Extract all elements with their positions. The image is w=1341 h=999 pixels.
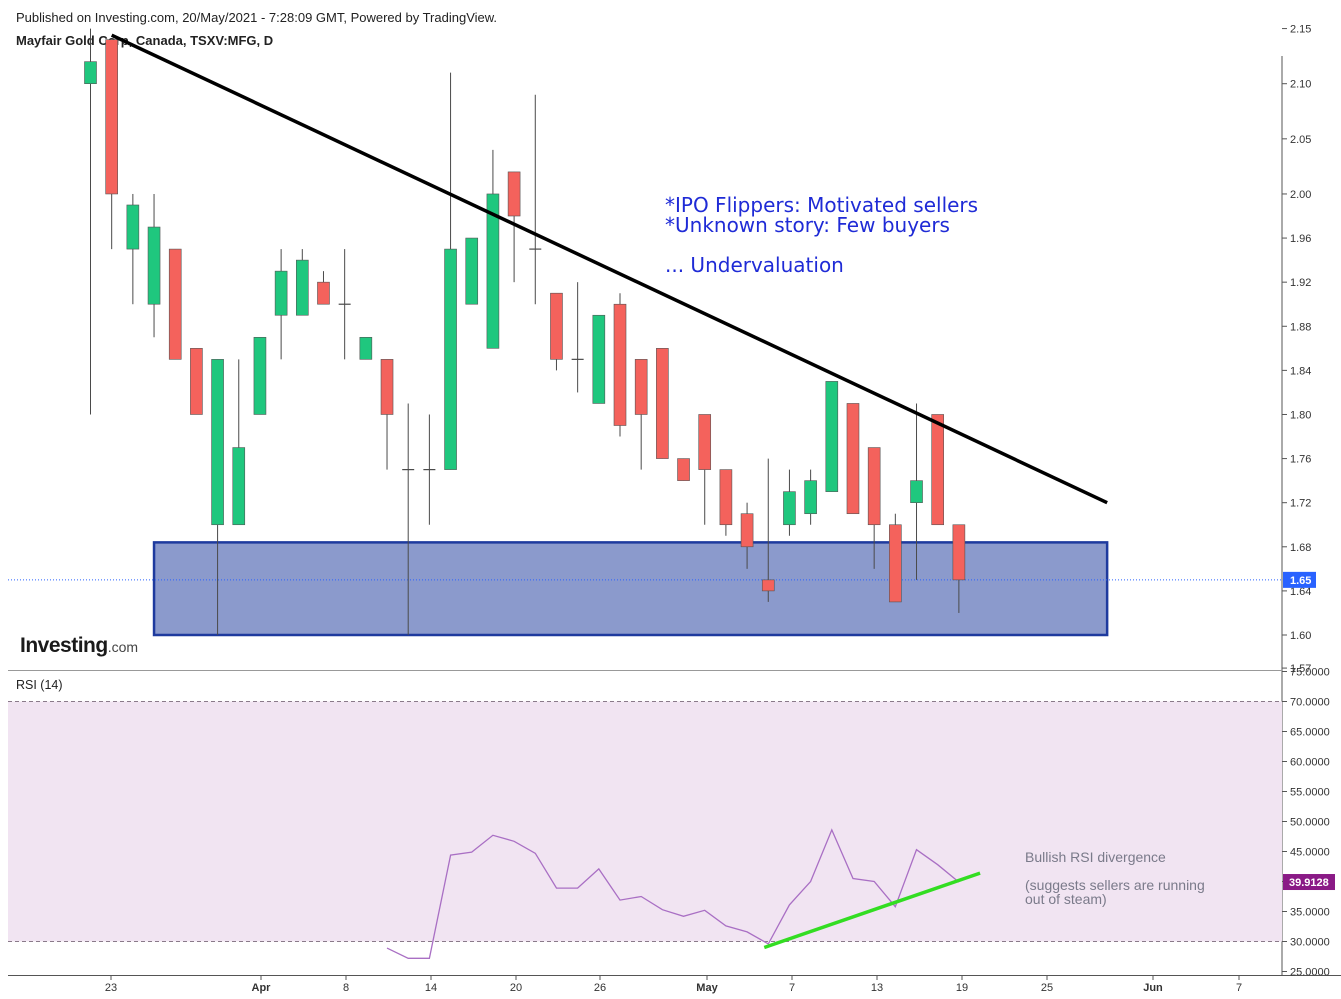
candle-up [783,491,796,526]
time-tick-label: 25 [1041,982,1053,994]
rsi-annotation: Bullish RSI divergence [1025,849,1166,865]
support-zone-box [152,541,1109,637]
time-tick-label: 23 [105,982,117,994]
rsi-tick-label: 30.0000 [1290,937,1330,949]
price-tick-label: 1.76 [1290,454,1311,466]
current-price-badge [1283,571,1316,588]
published-caption: Published on Investing.com, 20/May/2021 … [16,10,498,25]
candle-up [444,248,457,470]
time-tick-label: May [696,982,718,994]
candle-up [147,226,161,305]
candle-up [295,259,309,316]
price-tick-label: 2.10 [1290,79,1311,91]
downtrend-line [110,33,1108,505]
candle-down [380,359,394,415]
rsi-tick-label: 25.0000 [1290,967,1330,979]
candle-down [698,414,712,470]
current-price-label: 1.65 [1290,575,1311,587]
chart-title: Mayfair Gold Corp, Canada, TSXV:MFG, D [16,33,274,48]
price-tick-label: 1.92 [1290,277,1311,289]
price-tick-label: 1.68 [1290,542,1311,554]
rsi-tick-label: 75.0000 [1290,667,1330,679]
time-tick-label: 7 [1236,982,1242,994]
rsi-tick-label: 35.0000 [1290,907,1330,919]
candle-down [719,469,733,526]
chart-annotation: *IPO Flippers: Motivated sellers [665,193,978,217]
candle-up [825,381,839,492]
candle-up [253,336,267,415]
candle-up [465,237,479,305]
candle-down [507,171,521,217]
candle-down [634,359,648,415]
candle-down [168,248,182,360]
rsi-current-label: 39.9128 [1289,877,1329,889]
price-tick-label: 1.96 [1290,233,1311,245]
time-tick-label: 26 [594,982,606,994]
rsi-pane-title: RSI (14) [16,678,63,692]
rsi-tick-label: 55.0000 [1290,787,1330,799]
chart-annotation: ... Undervaluation [665,253,844,277]
price-tick-label: 1.84 [1290,365,1311,377]
price-tick-label: 2.00 [1290,189,1311,201]
candle-down [889,524,902,603]
investing-logo: Investing.com [20,634,138,658]
candle-down [761,579,775,592]
candle-down [931,414,945,526]
candle-down [550,292,563,360]
time-tick-label: Apr [252,982,272,994]
candle-up [486,193,500,349]
rsi-band-fill [8,701,1282,942]
logo-wordmark: Investing [20,634,108,657]
candle-up [804,480,817,515]
rsi-tick-label: 70.0000 [1290,697,1330,709]
price-tick-label: 2.05 [1290,134,1311,146]
price-tick-label: 1.64 [1290,586,1311,598]
candle-up [592,314,606,404]
price-tick-label: 1.57 [1290,663,1311,675]
candle-up [359,336,373,360]
time-tick-label: 19 [956,982,968,994]
time-tick-label: 7 [789,982,795,994]
candle-up [232,447,246,526]
time-tick-label: 14 [425,982,437,994]
time-tick-label: 13 [871,982,883,994]
divergence-trendline [763,871,981,950]
candle-down [867,447,881,526]
chart-annotation: *Unknown story: Few buyers [665,213,950,237]
candle-up [910,480,923,503]
logo-suffix: .com [107,639,139,655]
candle-down [677,458,690,481]
price-tick-label: 1.88 [1290,321,1311,333]
candle-down [952,524,966,581]
rsi-tick-label: 60.0000 [1290,757,1330,769]
candle-down [656,348,669,459]
candle-down [190,348,203,415]
rsi-line [386,828,960,959]
candle-down [613,303,627,426]
rsi-tick-label: 65.0000 [1290,727,1330,739]
time-tick-label: 8 [343,982,349,994]
rsi-tick-label: 50.0000 [1290,817,1330,829]
candle-up [126,204,140,250]
rsi-annotation: out of steam) [1025,891,1107,907]
rsi-annotation: (suggests sellers are running [1025,877,1205,893]
price-tick-label: 2.15 [1290,24,1311,36]
price-tick-label: 1.60 [1290,630,1311,642]
candle-up [211,359,224,526]
candle-down [846,403,860,515]
candle-down [105,39,118,195]
time-tick-label: 20 [510,982,522,994]
candle-down [740,513,754,548]
price-tick-label: 1.80 [1290,409,1311,421]
time-tick-label: Jun [1143,982,1163,994]
price-tick-label: 1.72 [1290,498,1311,510]
rsi-current-badge [1283,874,1335,891]
rsi-tick-label: 45.0000 [1290,847,1330,859]
candle-up [274,270,288,316]
candle-down [317,281,330,305]
candle-up [84,61,97,84]
